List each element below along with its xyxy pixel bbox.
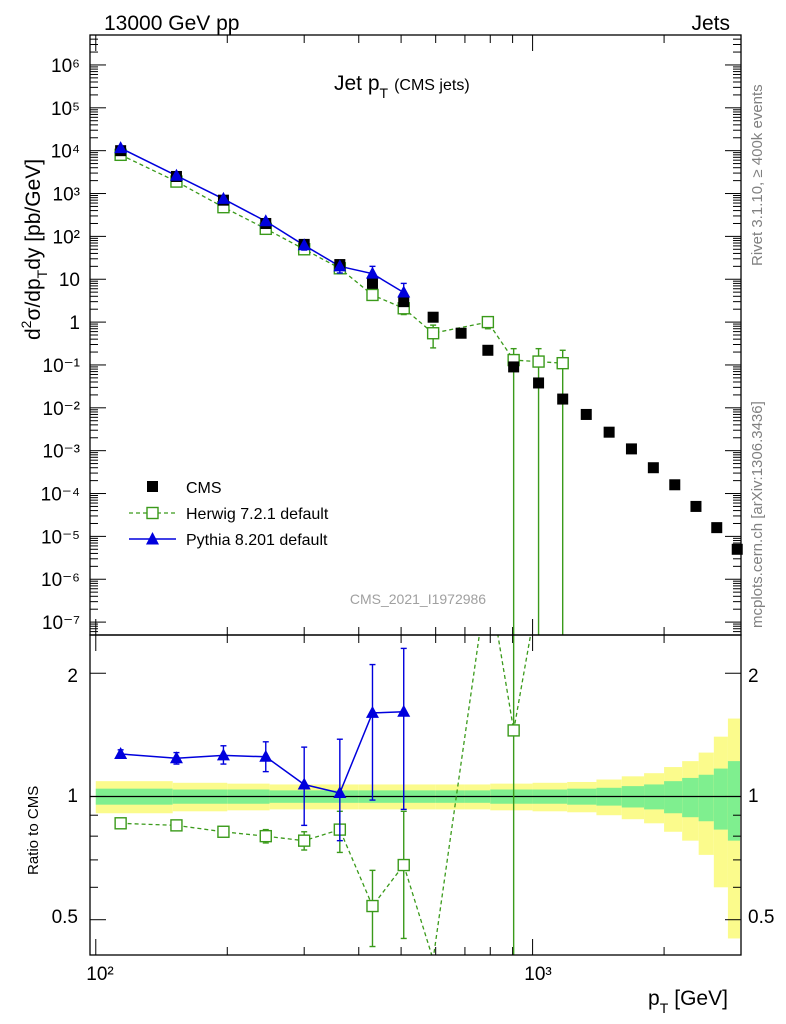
- legend-label-herwig: Herwig 7.2.1 default: [186, 506, 329, 523]
- ratio-pythia-point: [365, 705, 379, 718]
- ratio-y-tick-2-right: 2: [748, 666, 759, 687]
- main-y-tick-label: 10³: [53, 185, 80, 206]
- x-tick-label-100: 10²: [86, 964, 113, 985]
- header-right: Jets: [691, 12, 730, 35]
- x-axis-label: pT [GeV]: [648, 987, 728, 1016]
- ratio-y-tick-0-5-right: 0.5: [748, 907, 774, 928]
- ratio-y-axis-label: Ratio to CMS: [25, 786, 42, 875]
- cms-point: [482, 344, 494, 356]
- rivet-version-label: Rivet 3.1.10, ≥ 400k events: [749, 84, 766, 266]
- ratio-herwig-point: [114, 817, 127, 830]
- cms-point: [366, 277, 378, 289]
- ratio-pythia-point: [259, 749, 273, 762]
- pythia-point: [333, 259, 347, 272]
- pythia-point: [114, 141, 128, 154]
- ratio-inner-band: [713, 768, 728, 830]
- ratio-pythia-point: [297, 777, 311, 790]
- pythia-point: [169, 168, 183, 181]
- cms-point: [731, 543, 743, 555]
- ratio-herwig-point: [259, 829, 272, 843]
- pythia-line: [120, 147, 405, 294]
- ratio-herwig-point: [507, 724, 520, 737]
- main-y-tick-label: 10⁻³: [43, 442, 81, 463]
- legend-marker-herwig: [146, 506, 159, 520]
- ratio-uncertainty-bands: [90, 718, 741, 939]
- cms-point: [669, 479, 681, 491]
- main-y-axis-label: d2σ/dpTdy [pb/GeV]: [18, 159, 50, 340]
- pythia-point: [397, 285, 411, 298]
- ratio-inner-band: [698, 774, 714, 822]
- herwig-point: [532, 355, 545, 368]
- main-y-tick-label: 10⁻⁷: [42, 613, 80, 634]
- cms-point: [580, 408, 592, 420]
- herwig-point: [426, 327, 440, 340]
- pythia-point: [297, 238, 311, 251]
- legend: CMS Herwig 7.2.1 default Pythia 8.201 de…: [129, 480, 329, 549]
- cms-point: [690, 500, 702, 512]
- cms-point: [427, 311, 439, 323]
- herwig-line: [120, 154, 563, 364]
- herwig-point: [366, 288, 379, 302]
- main-y-tick-label: 1: [69, 313, 80, 334]
- legend-marker-pythia: [146, 532, 159, 545]
- main-y-tick-label: 10⁻⁵: [41, 527, 80, 548]
- main-y-tick-label: 10²: [53, 227, 80, 248]
- pythia-point: [216, 191, 230, 204]
- ratio-pythia-point: [216, 748, 230, 761]
- cms-point: [603, 426, 615, 438]
- pythia-point: [259, 214, 273, 227]
- ratio-herwig-point: [217, 825, 230, 838]
- cms-point: [647, 462, 659, 474]
- main-y-tick-labels: 10⁻⁷ 10⁻⁶ 10⁻⁵ 10⁻⁴ 10⁻³ 10⁻² 10⁻¹ 1 10 10² 10³ 10⁴…: [41, 56, 80, 634]
- pythia-point: [365, 266, 379, 279]
- ratio-herwig-point: [366, 899, 379, 913]
- ratio-y-tick-2: 2: [67, 666, 78, 687]
- main-y-tick-label: 10⁶: [51, 56, 80, 77]
- ratio-inner-band: [727, 761, 740, 841]
- x-tick-label-1000: 10³: [524, 964, 551, 985]
- cms-point: [711, 522, 723, 534]
- ratio-y-tick-1-right: 1: [748, 786, 759, 807]
- ratio-series-group: [114, 635, 532, 955]
- ratio-inner-band: [682, 777, 699, 818]
- header-left: 13000 GeV pp: [104, 12, 239, 35]
- cms-point: [398, 296, 410, 308]
- ratio-herwig-point: [397, 858, 410, 872]
- main-y-tick-label: 10⁻¹: [43, 356, 81, 377]
- main-y-tick-label: 10⁴: [51, 142, 80, 163]
- main-y-tick-label: 10⁻⁴: [41, 485, 80, 506]
- legend-marker-cms: [147, 481, 158, 492]
- cms-point: [533, 377, 545, 389]
- ratio-y-tick-1: 1: [67, 786, 78, 807]
- ratio-pythia-line: [120, 711, 404, 794]
- main-y-tick-label: 10⁻²: [43, 399, 81, 420]
- main-title: Jet pT (CMS jets): [334, 72, 470, 101]
- analysis-id-watermark: CMS_2021_I1972986: [350, 591, 486, 607]
- legend-label-pythia: Pythia 8.201 default: [186, 532, 328, 549]
- ratio-inner-band: [664, 781, 683, 814]
- cms-point: [455, 327, 467, 339]
- ratio-axis-ticks: [90, 635, 742, 955]
- mcplots-label: mcplots.cern.ch [arXiv:1306.3436]: [749, 401, 766, 628]
- main-series-group: [114, 141, 743, 635]
- herwig-point: [481, 315, 495, 329]
- ratio-herwig-point: [297, 834, 311, 847]
- cms-point: [557, 393, 569, 405]
- main-y-tick-label: 10⁻⁶: [41, 570, 80, 591]
- ratio-pythia-point: [333, 785, 347, 798]
- ratio-pythia-point: [114, 746, 128, 759]
- ratio-pythia-point: [397, 704, 411, 717]
- main-y-tick-label: 10⁵: [51, 99, 80, 120]
- ratio-panel-frame: [89, 634, 742, 956]
- legend-label-cms: CMS: [186, 480, 222, 497]
- ratio-pythia-point: [169, 751, 183, 764]
- main-y-tick-label: 10: [59, 270, 80, 291]
- cms-point: [508, 361, 520, 373]
- ratio-y-tick-0-5: 0.5: [52, 907, 78, 928]
- herwig-point: [556, 356, 569, 370]
- cms-point: [625, 443, 637, 455]
- ratio-herwig-point: [170, 819, 183, 832]
- ratio-herwig-line: [120, 635, 532, 955]
